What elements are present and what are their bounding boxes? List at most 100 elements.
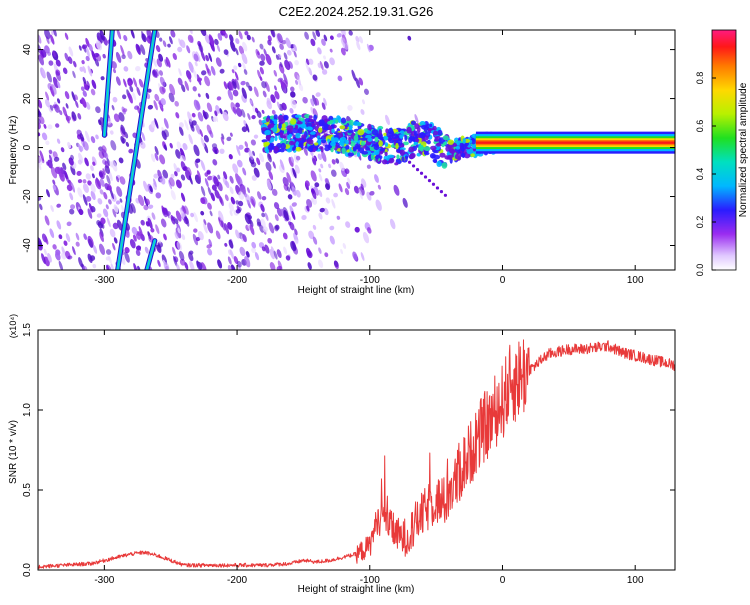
spectrogram-cell bbox=[265, 53, 272, 66]
ridge-cell bbox=[313, 114, 317, 121]
spectrogram-cell bbox=[358, 77, 364, 86]
spectrogram-cell bbox=[111, 61, 117, 69]
spectrogram-cell bbox=[98, 119, 102, 126]
spectrogram-cell bbox=[298, 83, 304, 92]
snr-ylabel: SNR (10 * v/v) bbox=[8, 420, 19, 484]
spectrogram-cell bbox=[78, 208, 84, 216]
spectrogram-cell bbox=[238, 30, 243, 40]
spectrogram-cell bbox=[290, 91, 296, 98]
spectrogram-cell bbox=[176, 167, 181, 173]
direct-track-core bbox=[103, 30, 113, 136]
spectrogram-cell bbox=[228, 239, 234, 249]
spectrogram-cell bbox=[69, 208, 75, 215]
spectrogram-cell bbox=[168, 179, 173, 190]
spectrogram-cell bbox=[287, 194, 293, 200]
ridge-cell bbox=[273, 119, 278, 125]
spectrogram-cell bbox=[70, 181, 76, 193]
spectrogram-cell bbox=[241, 52, 248, 65]
ridge-cell bbox=[360, 140, 366, 146]
spectrogram-cell bbox=[290, 156, 295, 164]
spectrogram-cell bbox=[135, 65, 141, 72]
spectrogram-cell bbox=[197, 111, 204, 122]
snr-y-tick-label: 0.0 bbox=[22, 563, 33, 577]
spectrogram-cell bbox=[283, 246, 288, 255]
spectrogram-cell bbox=[336, 33, 342, 38]
spectrogram-cell bbox=[77, 113, 82, 120]
spectrogram-cell bbox=[317, 62, 321, 69]
spectrogram-cell bbox=[205, 92, 210, 99]
spectrogram-cell bbox=[138, 194, 145, 207]
ridge-cell bbox=[374, 150, 380, 155]
spectrogram-cell bbox=[385, 114, 390, 126]
spectrogram-cell bbox=[180, 174, 186, 181]
spectrogram-cell bbox=[85, 55, 90, 62]
spectrogram-cell bbox=[321, 38, 326, 46]
spectrogram-cell bbox=[193, 99, 200, 111]
spectrogram-cell bbox=[209, 210, 213, 217]
spectrogram-cell bbox=[241, 87, 247, 99]
ridge-cell bbox=[365, 134, 372, 139]
spectrogram-cell bbox=[41, 132, 48, 141]
ridge-cell bbox=[410, 152, 416, 159]
spectrogram-cell bbox=[188, 134, 193, 145]
spectrogram-cell bbox=[310, 197, 314, 203]
ridge-cell bbox=[280, 142, 287, 150]
spectrogram-cell bbox=[136, 86, 141, 96]
spectrogram-cell bbox=[200, 136, 205, 148]
spectrogram-cell bbox=[207, 175, 213, 181]
spectrogram-cell bbox=[389, 218, 396, 230]
spectrogram-cell bbox=[236, 107, 243, 117]
spectrogram-cell bbox=[125, 141, 130, 147]
ridge-cell bbox=[297, 127, 303, 135]
spectrogram-cell bbox=[230, 40, 236, 52]
spectrogram-cell bbox=[184, 119, 189, 131]
ridge-cell bbox=[426, 139, 431, 145]
spectrogram-cell bbox=[301, 214, 307, 221]
spectrogram-cell bbox=[188, 252, 194, 262]
ridge-cell bbox=[396, 154, 400, 160]
spectrogram-cell bbox=[44, 30, 51, 40]
spectrogram-cell bbox=[179, 122, 184, 128]
spectrogram-cell bbox=[242, 167, 247, 176]
spectrogram-cell bbox=[75, 100, 79, 109]
spectrogram-cell bbox=[203, 135, 209, 143]
spectrogram-cell bbox=[48, 154, 53, 163]
ridge-cell bbox=[330, 136, 335, 144]
ridge-cell bbox=[429, 153, 436, 159]
spectrogram-cell bbox=[243, 69, 248, 75]
spectrogram-cell bbox=[162, 169, 169, 179]
ridge-cell bbox=[331, 128, 335, 134]
spectrogram-cell bbox=[356, 41, 361, 51]
spectrogram-cell bbox=[267, 237, 273, 244]
spectrogram-cell bbox=[41, 253, 46, 265]
spectrogram-cell bbox=[266, 180, 272, 190]
spectrogram-cell bbox=[364, 88, 369, 95]
spectrogram-cell bbox=[245, 81, 250, 88]
spectrogram-cell bbox=[210, 192, 216, 202]
spectrogram-cell bbox=[98, 170, 105, 180]
spectrogram-cell bbox=[273, 250, 278, 260]
spectrogram-cell bbox=[283, 52, 288, 60]
spectrogram-cell bbox=[216, 44, 221, 52]
ridge-cell bbox=[286, 125, 294, 130]
spectrogram-cell bbox=[235, 229, 240, 239]
spectrogram-frame bbox=[37, 29, 676, 271]
spectrogram-cell bbox=[87, 65, 93, 77]
spectrogram-cell bbox=[220, 136, 225, 145]
ridge-cell bbox=[264, 129, 271, 136]
spectrogram-cell bbox=[179, 155, 186, 161]
spectrogram-cell bbox=[147, 104, 154, 110]
spectrogram-cell bbox=[290, 98, 297, 109]
spectrogram-cell bbox=[153, 173, 159, 179]
spectrogram-cell bbox=[140, 219, 145, 226]
ridge-cell bbox=[320, 146, 324, 153]
ridge-cell bbox=[360, 137, 368, 141]
ridge-cell bbox=[381, 159, 388, 165]
spectrogram-cell bbox=[178, 250, 185, 261]
spectrogram-cell bbox=[230, 196, 236, 205]
spectrogram-cell bbox=[234, 78, 240, 90]
spectrogram-cell bbox=[57, 166, 64, 178]
spectrogram-cell bbox=[141, 132, 146, 141]
ridge-cell bbox=[379, 148, 386, 152]
